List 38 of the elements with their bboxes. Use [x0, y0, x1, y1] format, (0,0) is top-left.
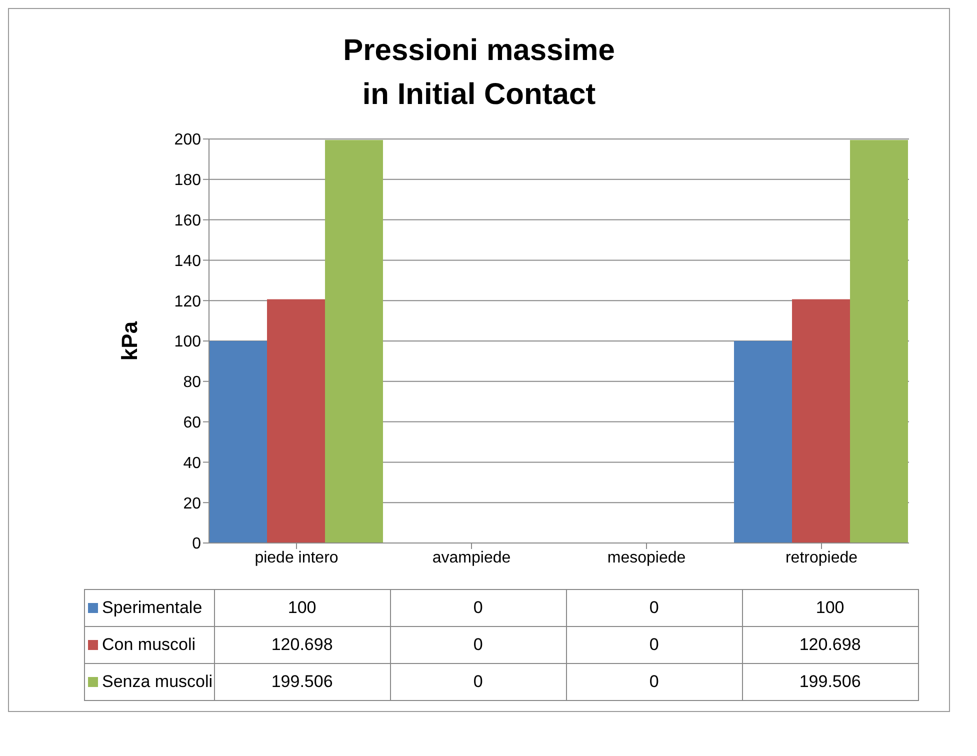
- y-tick-label: 120: [174, 293, 202, 310]
- y-tick-label: 0: [192, 536, 202, 553]
- chart-title: Pressioni massime in Initial Contact: [342, 33, 616, 113]
- data-label: 0: [390, 664, 566, 700]
- data-label: 0: [390, 626, 566, 664]
- bar: [325, 140, 383, 543]
- y-tick-label: 100: [174, 334, 202, 351]
- data-label: 0: [390, 590, 566, 626]
- data-label: 0: [566, 664, 742, 700]
- bar: [850, 140, 908, 543]
- y-tick-label: 20: [183, 495, 202, 512]
- y-axis-title: kPa: [116, 320, 142, 361]
- y-tick-label: 200: [174, 132, 202, 149]
- data-label: 100: [742, 590, 918, 626]
- x-tick-label: avampiede: [432, 549, 511, 566]
- x-tick-label: retropiede: [785, 549, 858, 566]
- bar: [209, 341, 267, 543]
- y-tick-label: 80: [183, 374, 202, 392]
- y-tick-label: 160: [174, 212, 202, 230]
- data-label: 100: [214, 590, 390, 626]
- data-label: 120.698: [214, 626, 390, 664]
- y-tick-label: 60: [183, 414, 202, 432]
- legend-label: Senza muscoli: [84, 664, 214, 700]
- data-label: 0: [566, 626, 742, 664]
- data-label: 0: [566, 590, 742, 626]
- legend-label: Con muscoli: [84, 626, 214, 664]
- data-label: 199.506: [742, 664, 918, 700]
- y-tick-label: 140: [174, 252, 202, 270]
- x-tick-label: mesopiede: [607, 549, 686, 566]
- y-tick-label: 40: [183, 454, 202, 472]
- bar: [267, 299, 325, 543]
- bar: [734, 341, 792, 543]
- y-tick-label: 180: [174, 172, 202, 190]
- data-label: 120.698: [742, 626, 918, 664]
- data-label: 199.506: [214, 664, 390, 700]
- x-tick-label: piede intero: [254, 549, 338, 566]
- legend-label: Sperimentale: [84, 590, 214, 626]
- bar: [792, 299, 850, 543]
